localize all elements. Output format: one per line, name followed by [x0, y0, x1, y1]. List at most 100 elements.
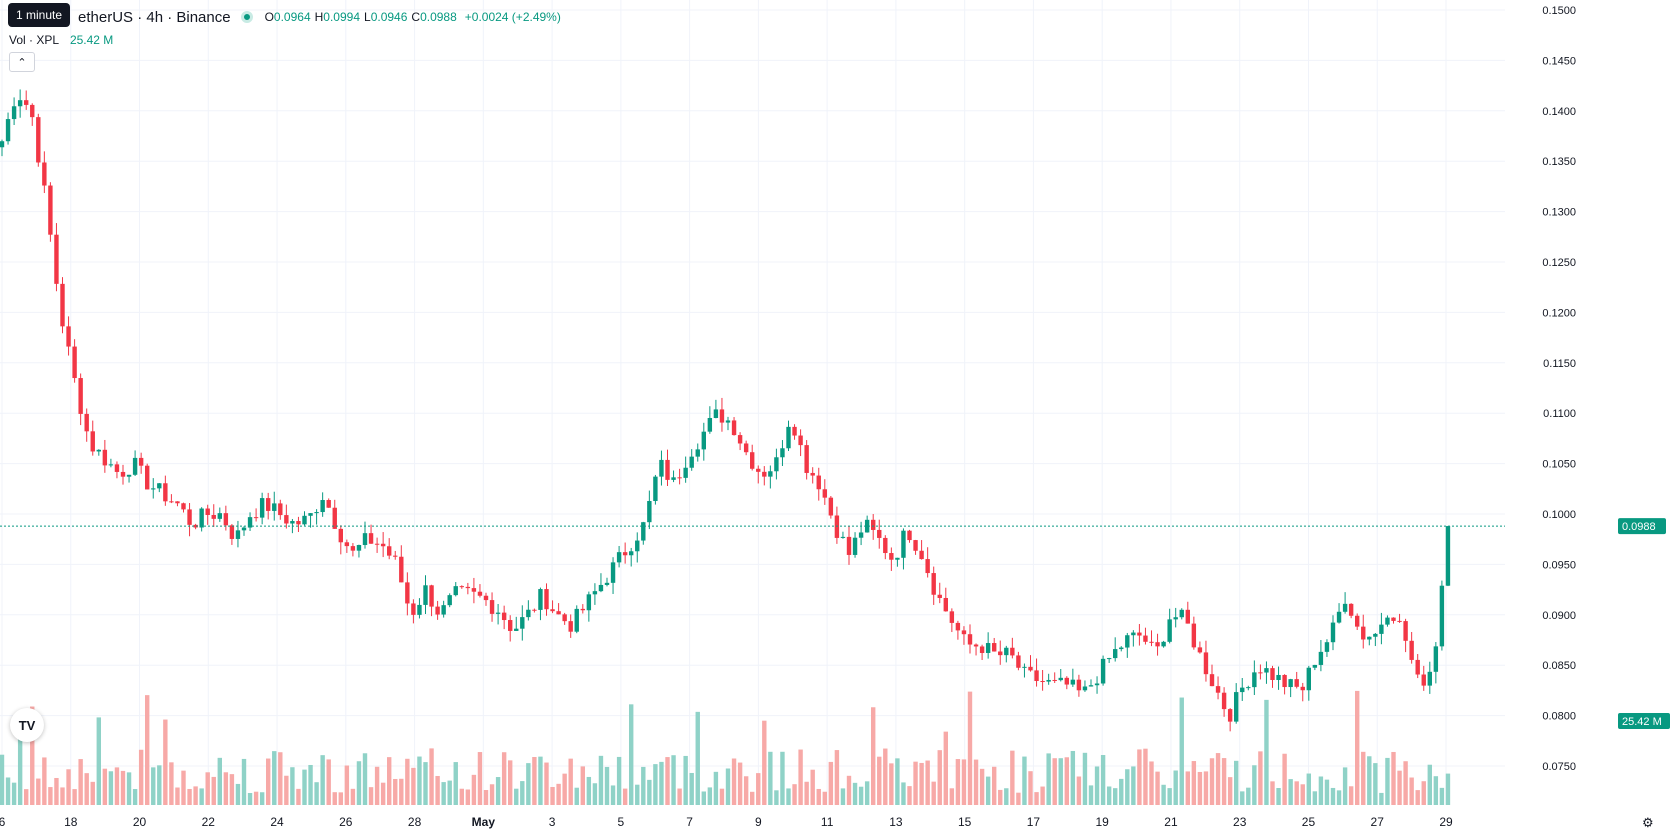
candle-body [175, 501, 180, 504]
candle-body [665, 459, 670, 480]
volume-bar [1385, 757, 1390, 805]
candle-body [193, 524, 198, 528]
candle [1252, 660, 1257, 696]
candle-body [459, 586, 464, 588]
volume-bar [798, 749, 803, 805]
volume-bar [852, 782, 858, 805]
candle [1149, 630, 1154, 647]
candle-body [405, 582, 410, 604]
candle [786, 420, 791, 451]
candle-body [483, 595, 489, 601]
candle-body [1094, 683, 1100, 686]
candle [931, 566, 936, 605]
settings-gear-icon[interactable]: ⚙ [1642, 815, 1654, 830]
candle-body [937, 594, 942, 598]
volume-bar [985, 776, 991, 805]
candle-body [1234, 692, 1239, 722]
candle-body [635, 540, 640, 552]
candle-body [1258, 672, 1263, 674]
collapse-legend-button[interactable]: ⌃ [9, 52, 35, 72]
candle-body [1004, 647, 1009, 656]
candle [368, 524, 374, 544]
candle-body [393, 555, 398, 557]
volume-label[interactable]: Vol · XPL [9, 33, 59, 47]
candle [453, 582, 458, 597]
candle-body [641, 522, 646, 541]
volume-bar [719, 788, 725, 805]
candle-body [1391, 617, 1396, 621]
symbol-legend: etherUS · 4h · Binance O 0.0964 H 0.0994 L… [0, 6, 561, 28]
candle [701, 422, 706, 461]
candle [411, 599, 416, 624]
candle-body [1070, 679, 1076, 685]
candle [998, 640, 1003, 665]
volume-bar [241, 758, 247, 805]
candle-body [1300, 686, 1305, 691]
candle-body [750, 452, 755, 469]
volume-bar [1125, 769, 1130, 805]
candle-body [514, 628, 519, 631]
candle [798, 429, 803, 457]
x-tick-label: 13 [889, 815, 903, 829]
candle [526, 600, 531, 621]
candle-body [526, 609, 531, 618]
volume-bar [671, 755, 676, 805]
candle-body [60, 283, 65, 327]
candle [713, 399, 719, 419]
candle-body [671, 477, 676, 480]
candle [145, 463, 150, 490]
candle-body [616, 552, 622, 563]
candle [1125, 632, 1130, 658]
volume-bar [332, 792, 337, 805]
candle-body [677, 477, 682, 479]
candle [635, 532, 640, 563]
volume-bar [580, 766, 585, 805]
candle-body [296, 521, 301, 525]
candle-body [737, 435, 743, 444]
candle-body [846, 536, 852, 555]
y-tick-label: 0.1000 [1542, 509, 1576, 521]
volume-bar [1342, 767, 1348, 805]
volume-bar [943, 731, 948, 805]
candle [193, 523, 198, 530]
candle-body [1276, 674, 1281, 681]
symbol-title[interactable]: etherUS · 4h · Binance [78, 8, 231, 26]
candle-body [399, 556, 404, 583]
high-label: H [314, 10, 324, 24]
candle-body [961, 630, 967, 635]
x-tick-label: 25 [1302, 815, 1316, 829]
volume-bar [1179, 697, 1184, 805]
volume-bar [931, 781, 936, 805]
candle-body [828, 497, 834, 516]
volume-bar [635, 784, 640, 805]
x-tick-label: 5 [618, 815, 625, 829]
candle-body [368, 533, 374, 544]
candle-body [1173, 617, 1178, 620]
candle [858, 521, 864, 546]
candle-body [302, 515, 307, 525]
candle [1167, 608, 1172, 644]
volume-bar [967, 691, 973, 805]
tradingview-logo[interactable]: TV [10, 708, 44, 742]
volume-bar [1058, 758, 1063, 805]
candle-body [544, 589, 549, 610]
candle [919, 540, 924, 560]
candle [1010, 637, 1015, 659]
volume-bar [163, 719, 168, 805]
volume-bar [1427, 764, 1432, 805]
candle-body [713, 409, 719, 418]
candle-body [1294, 679, 1299, 687]
candle-body [719, 409, 725, 423]
candle [616, 545, 622, 568]
candle [1306, 665, 1311, 701]
candle [544, 583, 549, 616]
market-status-icon[interactable] [240, 11, 253, 23]
candle [1022, 663, 1027, 678]
volume-bar [883, 748, 888, 805]
candle [72, 339, 77, 383]
candle [11, 97, 17, 126]
volume-bar [574, 787, 579, 805]
close-value: 0.0988 [420, 10, 457, 24]
